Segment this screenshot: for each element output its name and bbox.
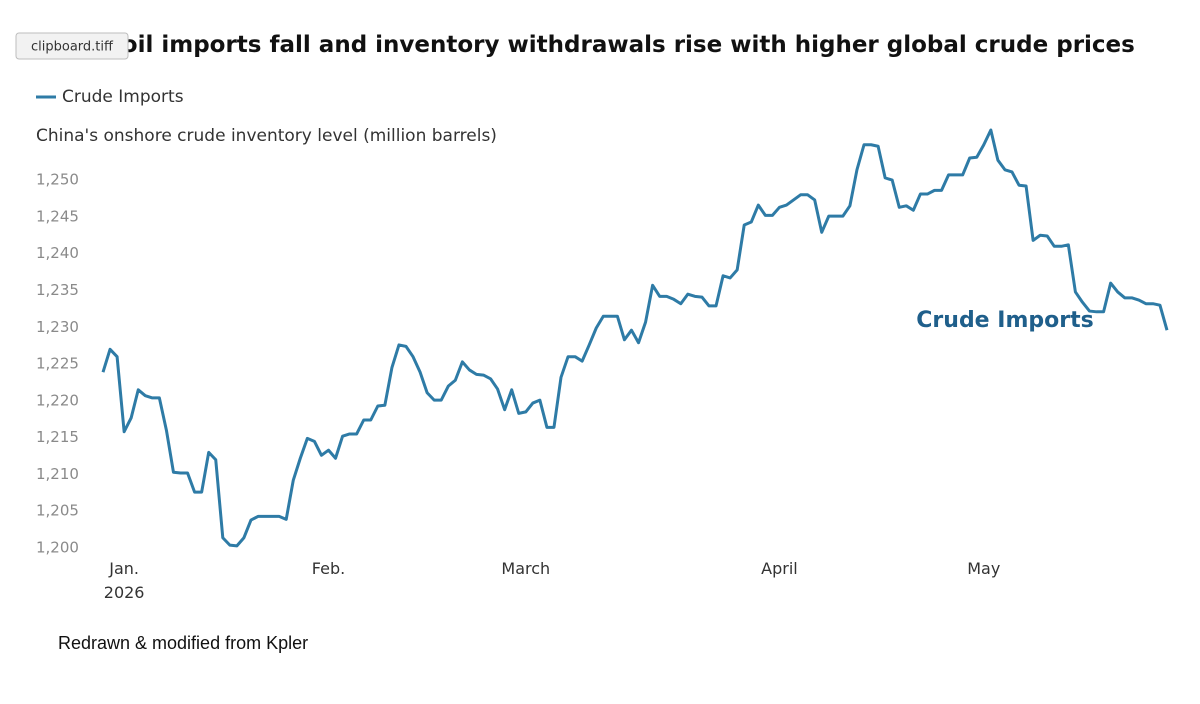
data-line xyxy=(101,128,1169,548)
source-note: Redrawn & modified from Kpler xyxy=(58,633,308,653)
y-tick-label: 1,230 xyxy=(36,318,79,336)
y-tick-label: 1,235 xyxy=(36,281,79,299)
line-annotation: Crude Imports xyxy=(916,308,1093,333)
y-tick-label: 1,225 xyxy=(36,355,79,373)
tooltip-text: clipboard.tiff xyxy=(31,40,114,55)
y-tick-label: 1,245 xyxy=(36,207,79,225)
x-tick-label: April xyxy=(761,559,798,578)
y-tick-label: 1,220 xyxy=(36,391,79,409)
x-tick-label: Jan. xyxy=(108,559,139,578)
tooltip: clipboard.tiff xyxy=(15,32,129,60)
y-tick-label: 1,210 xyxy=(36,465,79,483)
legend-label: Crude Imports xyxy=(62,87,184,107)
x-tick-label: March xyxy=(501,559,550,578)
y-tick-label: 1,200 xyxy=(36,539,79,557)
x-tick-label: Feb. xyxy=(312,559,345,578)
y-tick-label: 1,205 xyxy=(36,502,79,520)
x-tick-label: May xyxy=(967,559,1000,578)
y-axis-title: China's onshore crude inventory level (m… xyxy=(36,126,497,146)
y-tick-label: 1,250 xyxy=(36,171,79,189)
chart-title: China's oil imports fall and inventory w… xyxy=(20,32,1135,58)
y-tick-label: 1,215 xyxy=(36,428,79,446)
plot: 1,200 1,205 1,210 1,215 1,220 1,225 1,230 1,235… xyxy=(36,128,1169,602)
tooltip-box xyxy=(15,32,129,60)
y-tick-label: 1,240 xyxy=(36,244,79,262)
x-year-label: 2026 xyxy=(104,583,145,602)
